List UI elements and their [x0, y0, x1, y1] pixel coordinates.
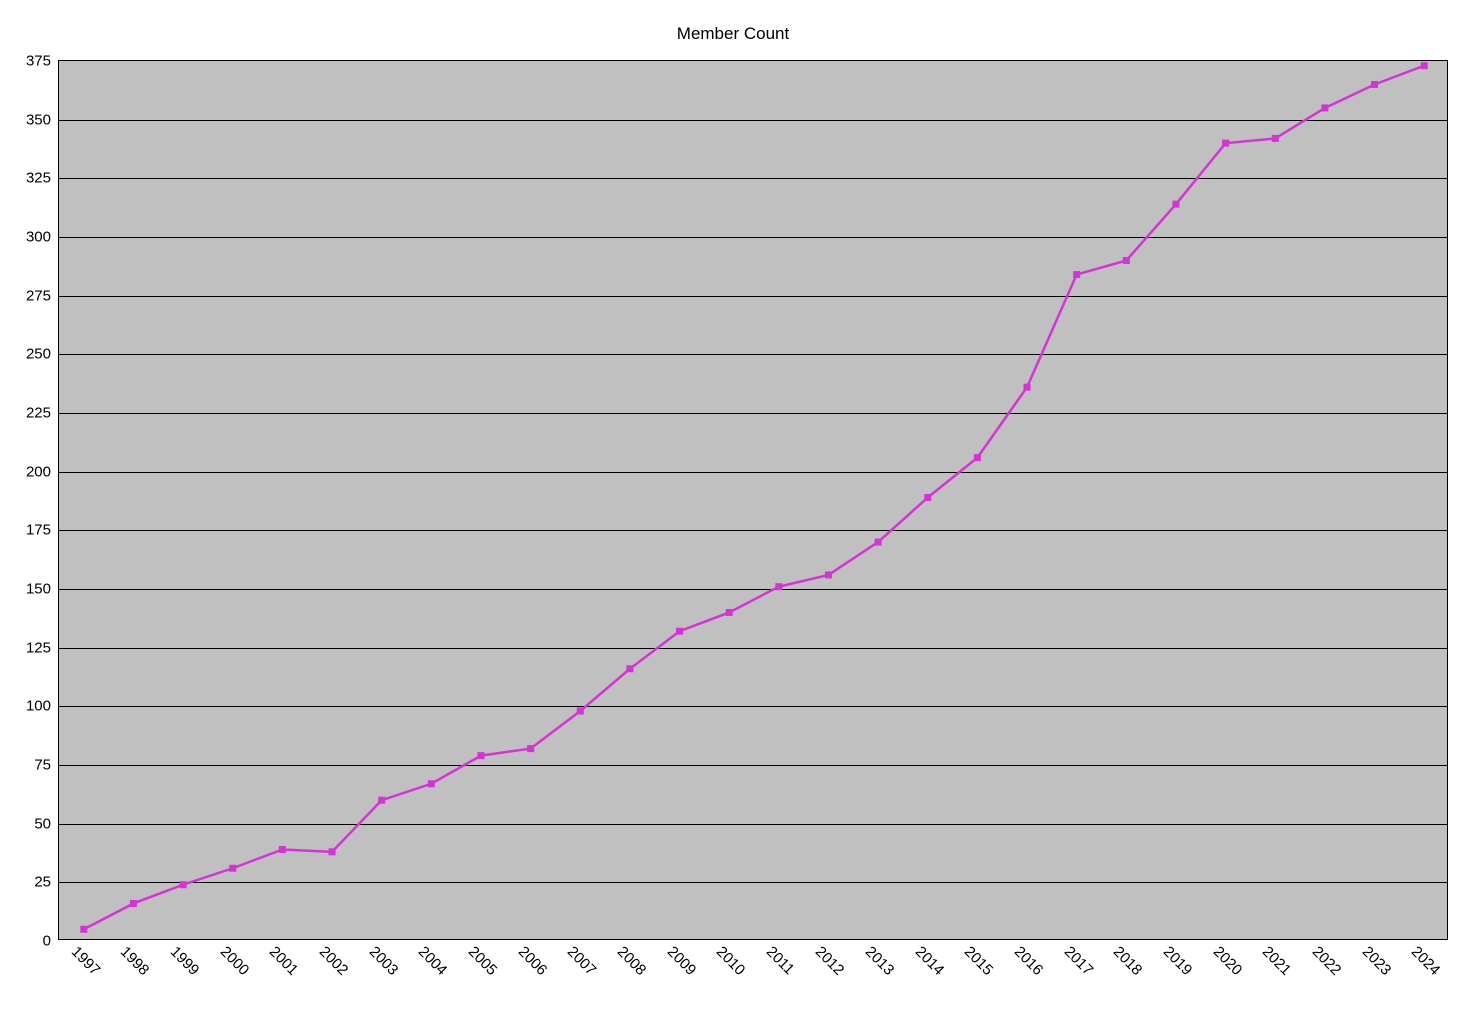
y-axis-label: 25: [34, 874, 59, 891]
x-axis-label: 2022: [1309, 939, 1349, 979]
y-axis-label: 125: [26, 639, 59, 656]
x-axis-label: 2008: [614, 939, 654, 979]
data-point: [1024, 384, 1031, 391]
x-axis-label: 2002: [316, 939, 356, 979]
y-axis-label: 375: [26, 53, 59, 70]
data-point: [875, 539, 882, 546]
x-axis-label: 2017: [1060, 939, 1100, 979]
x-axis-label: 2004: [415, 939, 455, 979]
data-point: [775, 583, 782, 590]
x-axis-label: 2005: [465, 939, 505, 979]
chart-title: Member Count: [0, 24, 1466, 44]
data-point: [825, 571, 832, 578]
x-axis-label: 2010: [713, 939, 753, 979]
x-axis-label: 2001: [266, 939, 306, 979]
x-axis-label: 2024: [1408, 939, 1448, 979]
data-point: [378, 797, 385, 804]
data-point: [626, 665, 633, 672]
data-point: [1421, 62, 1428, 69]
data-point: [1172, 201, 1179, 208]
x-axis-label: 2003: [365, 939, 405, 979]
data-point: [279, 846, 286, 853]
x-axis-label: 2007: [564, 939, 604, 979]
x-axis-label: 2014: [911, 939, 951, 979]
y-axis-label: 250: [26, 346, 59, 363]
data-point: [1272, 135, 1279, 142]
y-axis-label: 175: [26, 522, 59, 539]
data-point: [726, 609, 733, 616]
y-axis-label: 100: [26, 698, 59, 715]
data-point: [1371, 81, 1378, 88]
data-point: [130, 900, 137, 907]
plot-area: 0255075100125150175200225250275300325350…: [58, 60, 1448, 940]
y-axis-label: 200: [26, 463, 59, 480]
y-axis-label: 0: [43, 933, 59, 950]
y-axis-label: 275: [26, 287, 59, 304]
y-axis-label: 350: [26, 111, 59, 128]
x-axis-label: 2019: [1160, 939, 1200, 979]
data-point: [1222, 140, 1229, 147]
x-axis-label: 1999: [167, 939, 207, 979]
data-point: [676, 628, 683, 635]
x-axis-label: 2012: [812, 939, 852, 979]
series-line: [84, 66, 1424, 930]
data-point: [329, 848, 336, 855]
data-series: [59, 61, 1449, 941]
y-axis-label: 150: [26, 581, 59, 598]
x-axis-label: 2009: [663, 939, 703, 979]
x-axis-label: 2011: [763, 939, 802, 978]
x-axis-label: 2023: [1358, 939, 1398, 979]
data-point: [527, 745, 534, 752]
data-point: [1123, 257, 1130, 264]
y-axis-label: 325: [26, 170, 59, 187]
x-axis-label: 1998: [117, 939, 157, 979]
data-point: [974, 454, 981, 461]
x-axis-label: 1997: [68, 939, 108, 979]
x-axis-label: 2016: [1011, 939, 1051, 979]
data-point: [80, 926, 87, 933]
x-axis-label: 2006: [514, 939, 554, 979]
data-point: [477, 752, 484, 759]
y-axis-label: 75: [34, 757, 59, 774]
data-point: [1073, 271, 1080, 278]
y-axis-label: 225: [26, 405, 59, 422]
x-axis-label: 2000: [216, 939, 256, 979]
data-point: [180, 881, 187, 888]
x-axis-label: 2015: [961, 939, 1001, 979]
x-axis-label: 2013: [862, 939, 902, 979]
data-point: [1321, 104, 1328, 111]
data-point: [924, 494, 931, 501]
data-point: [428, 780, 435, 787]
x-axis-label: 2021: [1259, 939, 1299, 979]
data-point: [229, 865, 236, 872]
y-axis-label: 50: [34, 815, 59, 832]
x-axis-label: 2018: [1110, 939, 1150, 979]
data-point: [577, 708, 584, 715]
y-axis-label: 300: [26, 229, 59, 246]
x-axis-label: 2020: [1209, 939, 1249, 979]
